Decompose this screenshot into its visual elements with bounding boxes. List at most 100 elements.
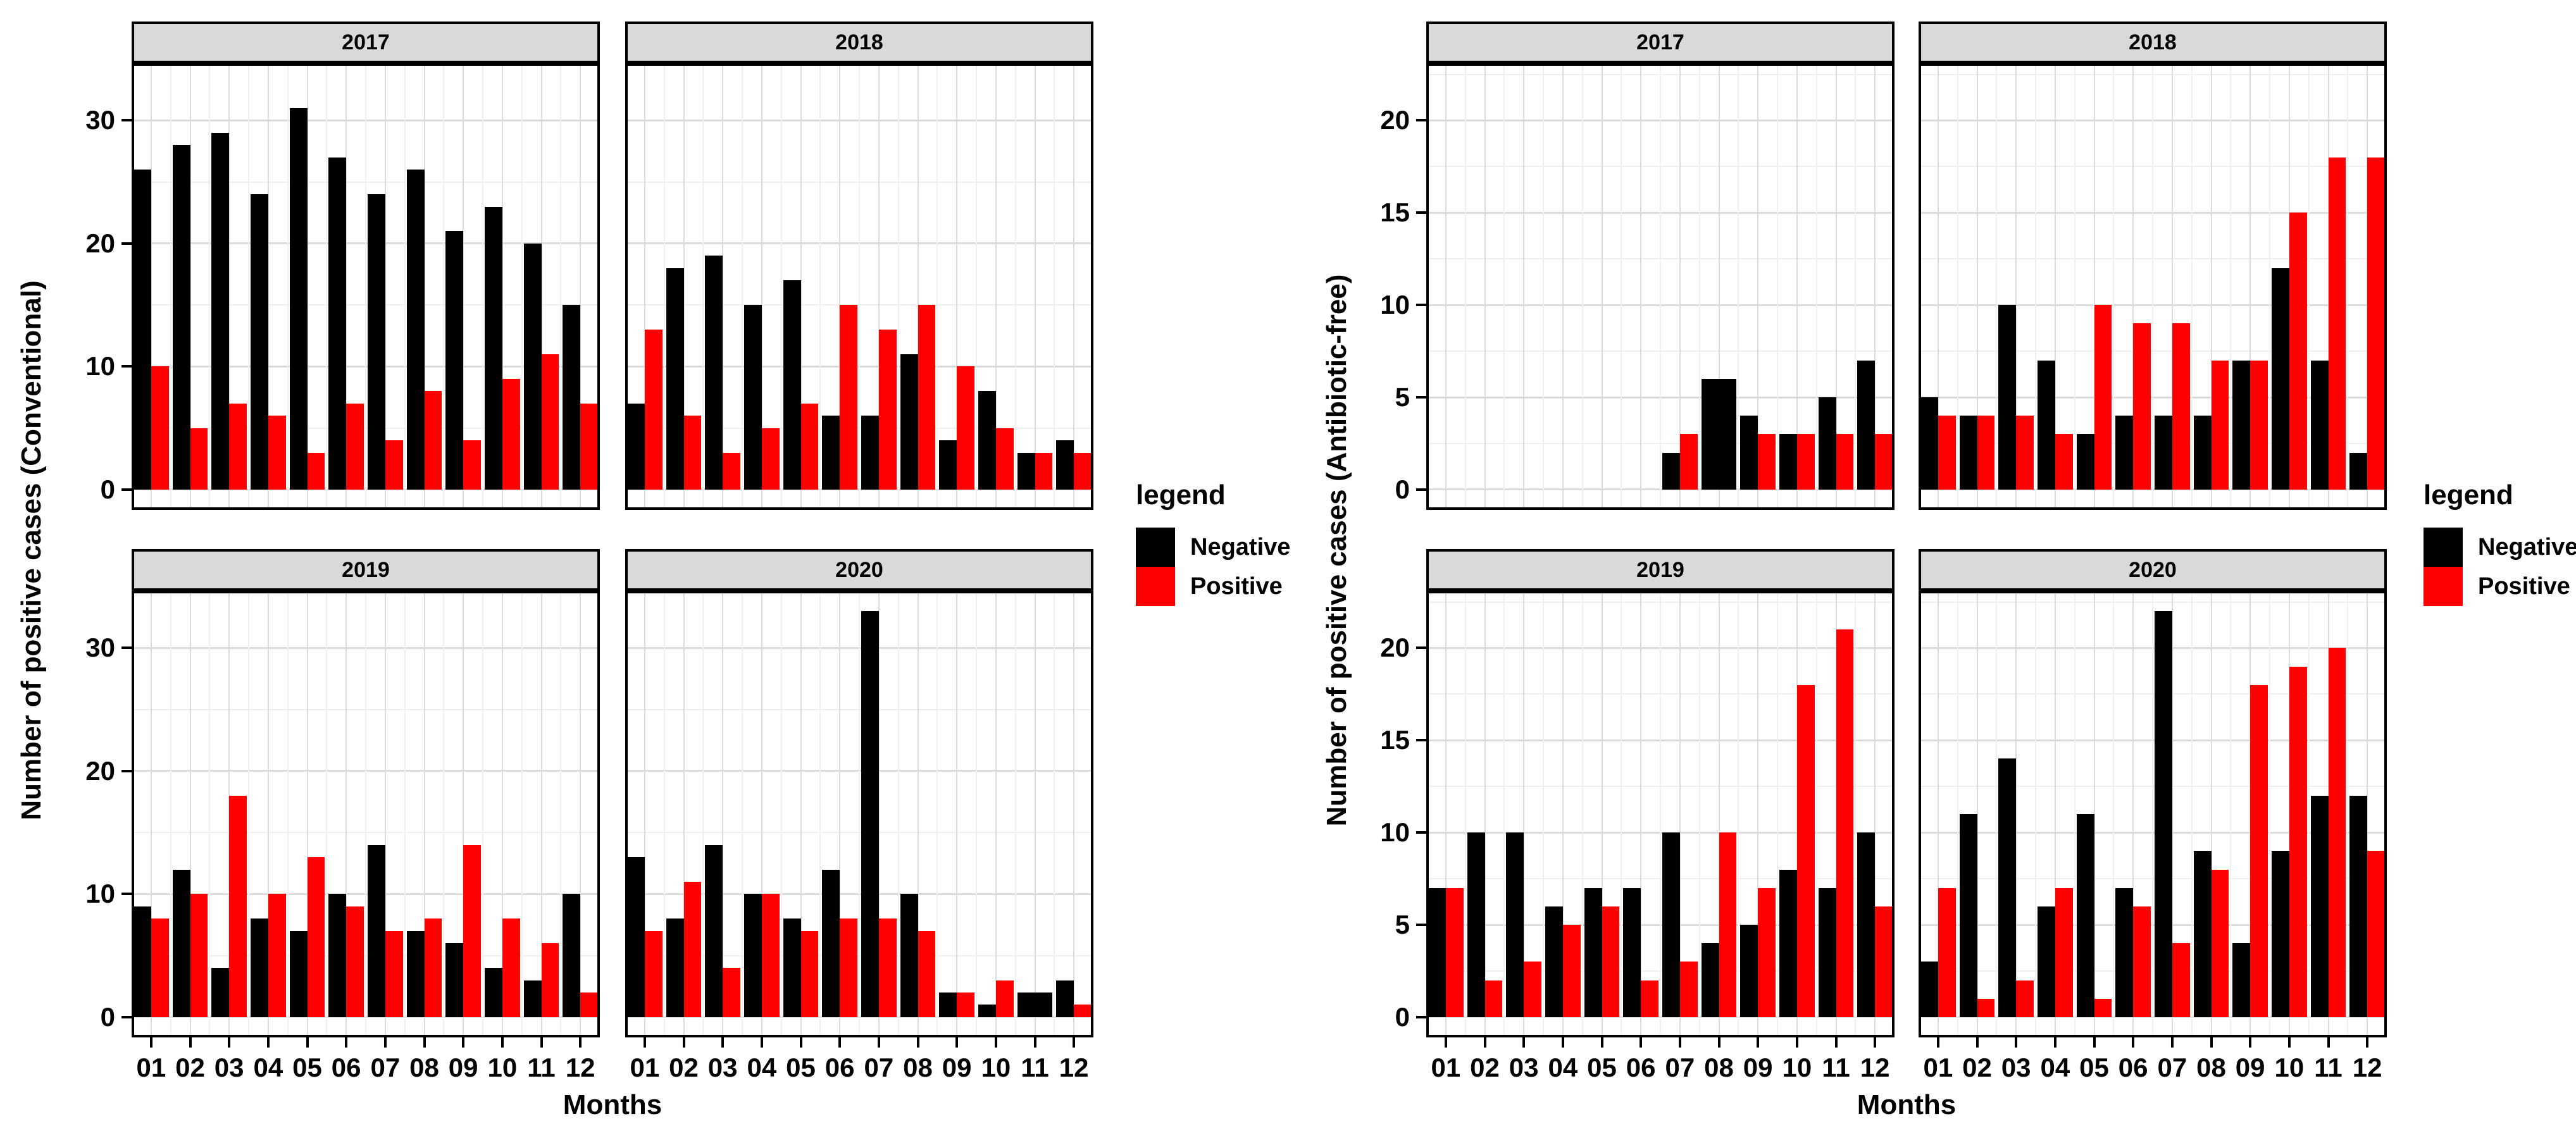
y-tick-label: 10	[85, 879, 115, 909]
legend-item-negative: Negative	[2424, 528, 2576, 567]
bar-positive-09	[957, 993, 974, 1017]
bar-negative-10	[2272, 268, 2289, 490]
grid-minor-line	[2152, 63, 2153, 510]
y-tick-mark	[1416, 396, 1426, 399]
y-tick-label: 0	[1395, 1001, 1410, 1032]
bar-negative-11	[2310, 360, 2329, 490]
bar-negative-09	[1740, 416, 1758, 490]
x-tick-label: 09	[942, 1053, 972, 1082]
grid-minor-line	[326, 63, 328, 510]
y-tick-mark	[121, 893, 132, 896]
bar-positive-08	[918, 305, 936, 490]
bar-negative-07	[1662, 452, 1680, 490]
x-tick-label: 06	[1626, 1053, 1656, 1082]
grid-minor-line	[742, 591, 743, 1037]
facet-strip-2019: 2019	[1426, 549, 1895, 591]
grid-minor-line	[404, 63, 406, 510]
grid-minor-line	[1855, 591, 1857, 1037]
bar-negative-03	[211, 132, 230, 490]
bar-negative-11	[2310, 795, 2329, 1017]
bar-negative-03	[211, 968, 230, 1017]
y-tick-label: 0	[1395, 474, 1410, 504]
x-tick-label: 11	[2314, 1053, 2343, 1082]
x-tick-mark	[955, 1037, 959, 1048]
grid-major-line	[384, 63, 386, 510]
grid-major-line	[1484, 63, 1486, 510]
bar-negative-01	[1920, 397, 1938, 490]
grid-major-line	[189, 63, 191, 510]
bar-positive-01	[151, 918, 169, 1017]
bar-negative-07	[2155, 611, 2172, 1017]
x-tick-label: 02	[1470, 1053, 1500, 1082]
bar-negative-11	[1017, 993, 1053, 1017]
x-tick-mark	[149, 1037, 152, 1048]
bar-negative-08	[900, 894, 918, 1017]
x-tick-mark	[383, 1037, 387, 1048]
grid-minor-line	[2191, 63, 2193, 510]
grid-major-line	[917, 63, 919, 510]
grid-major-line	[228, 63, 230, 510]
bar-negative-12	[563, 894, 581, 1017]
grid-minor-line	[1581, 63, 1583, 510]
bar-positive-06	[346, 906, 364, 1017]
grid-major-line	[150, 591, 152, 1037]
bar-positive-01	[644, 931, 663, 1017]
facet-panel-2017	[1426, 63, 1895, 510]
bar-negative-04	[744, 894, 762, 1017]
facet-panel-2020	[1919, 591, 2387, 1037]
x-tick-label: 10	[1782, 1053, 1812, 1082]
facet-strip-2017: 2017	[132, 22, 600, 63]
x-tick-label: 01	[1431, 1053, 1461, 1082]
bar-positive-02	[1977, 416, 1995, 490]
grid-major-line	[1679, 63, 1681, 510]
grid-minor-line	[1503, 591, 1505, 1037]
y-tick-label: 15	[1380, 197, 1410, 228]
x-tick-label: 07	[1665, 1053, 1695, 1082]
bar-positive-12	[1074, 452, 1092, 490]
facet-panel-2019	[132, 591, 600, 1037]
y-tick-label: 0	[100, 474, 115, 504]
grid-major-line	[2132, 63, 2134, 510]
bar-negative-12	[1056, 440, 1074, 490]
grid-minor-line	[859, 591, 860, 1037]
grid-major-line	[1640, 63, 1642, 510]
grid-major-line	[1874, 63, 1876, 510]
x-tick-mark	[266, 1037, 270, 1048]
grid-major-line	[1034, 63, 1036, 510]
bar-negative-03	[1998, 305, 2017, 490]
x-tick-label: 05	[2079, 1053, 2109, 1082]
bar-negative-08	[2193, 416, 2212, 490]
bar-negative-07	[368, 194, 385, 490]
grid-major-line	[1937, 591, 1939, 1037]
bar-negative-08	[406, 170, 425, 490]
grid-minor-line	[742, 63, 743, 510]
bar-positive-06	[840, 918, 857, 1017]
grid-minor-line	[482, 591, 483, 1037]
y-tick-mark	[1416, 1015, 1426, 1018]
bar-positive-05	[800, 403, 819, 490]
grid-major-line	[1718, 63, 1720, 510]
grid-minor-line	[2308, 591, 2310, 1037]
legend-item-positive: Positive	[1136, 567, 1290, 606]
x-tick-mark	[1561, 1037, 1564, 1048]
grid-major-line	[2171, 63, 2173, 510]
x-tick-mark	[540, 1037, 543, 1048]
bar-positive-06	[346, 403, 364, 490]
grid-major-line	[2093, 63, 2095, 510]
bar-positive-10	[2289, 213, 2307, 490]
bar-negative-09	[1740, 925, 1758, 1017]
y-tick-mark	[121, 488, 132, 491]
y-tick-label: 15	[1380, 725, 1410, 755]
y-tick-mark	[121, 119, 132, 122]
grid-minor-line	[702, 591, 704, 1037]
legend-label-positive: Positive	[1190, 572, 1283, 600]
x-tick-mark	[189, 1037, 192, 1048]
x-tick-mark	[2053, 1037, 2056, 1048]
bar-positive-05	[307, 857, 325, 1017]
x-tick-label: 06	[824, 1053, 855, 1082]
grid-minor-line	[1014, 591, 1016, 1037]
grid-minor-line	[248, 63, 249, 510]
bar-negative-02	[1959, 416, 1977, 490]
grid-minor-line	[819, 63, 821, 510]
grid-major-line	[1601, 63, 1603, 510]
